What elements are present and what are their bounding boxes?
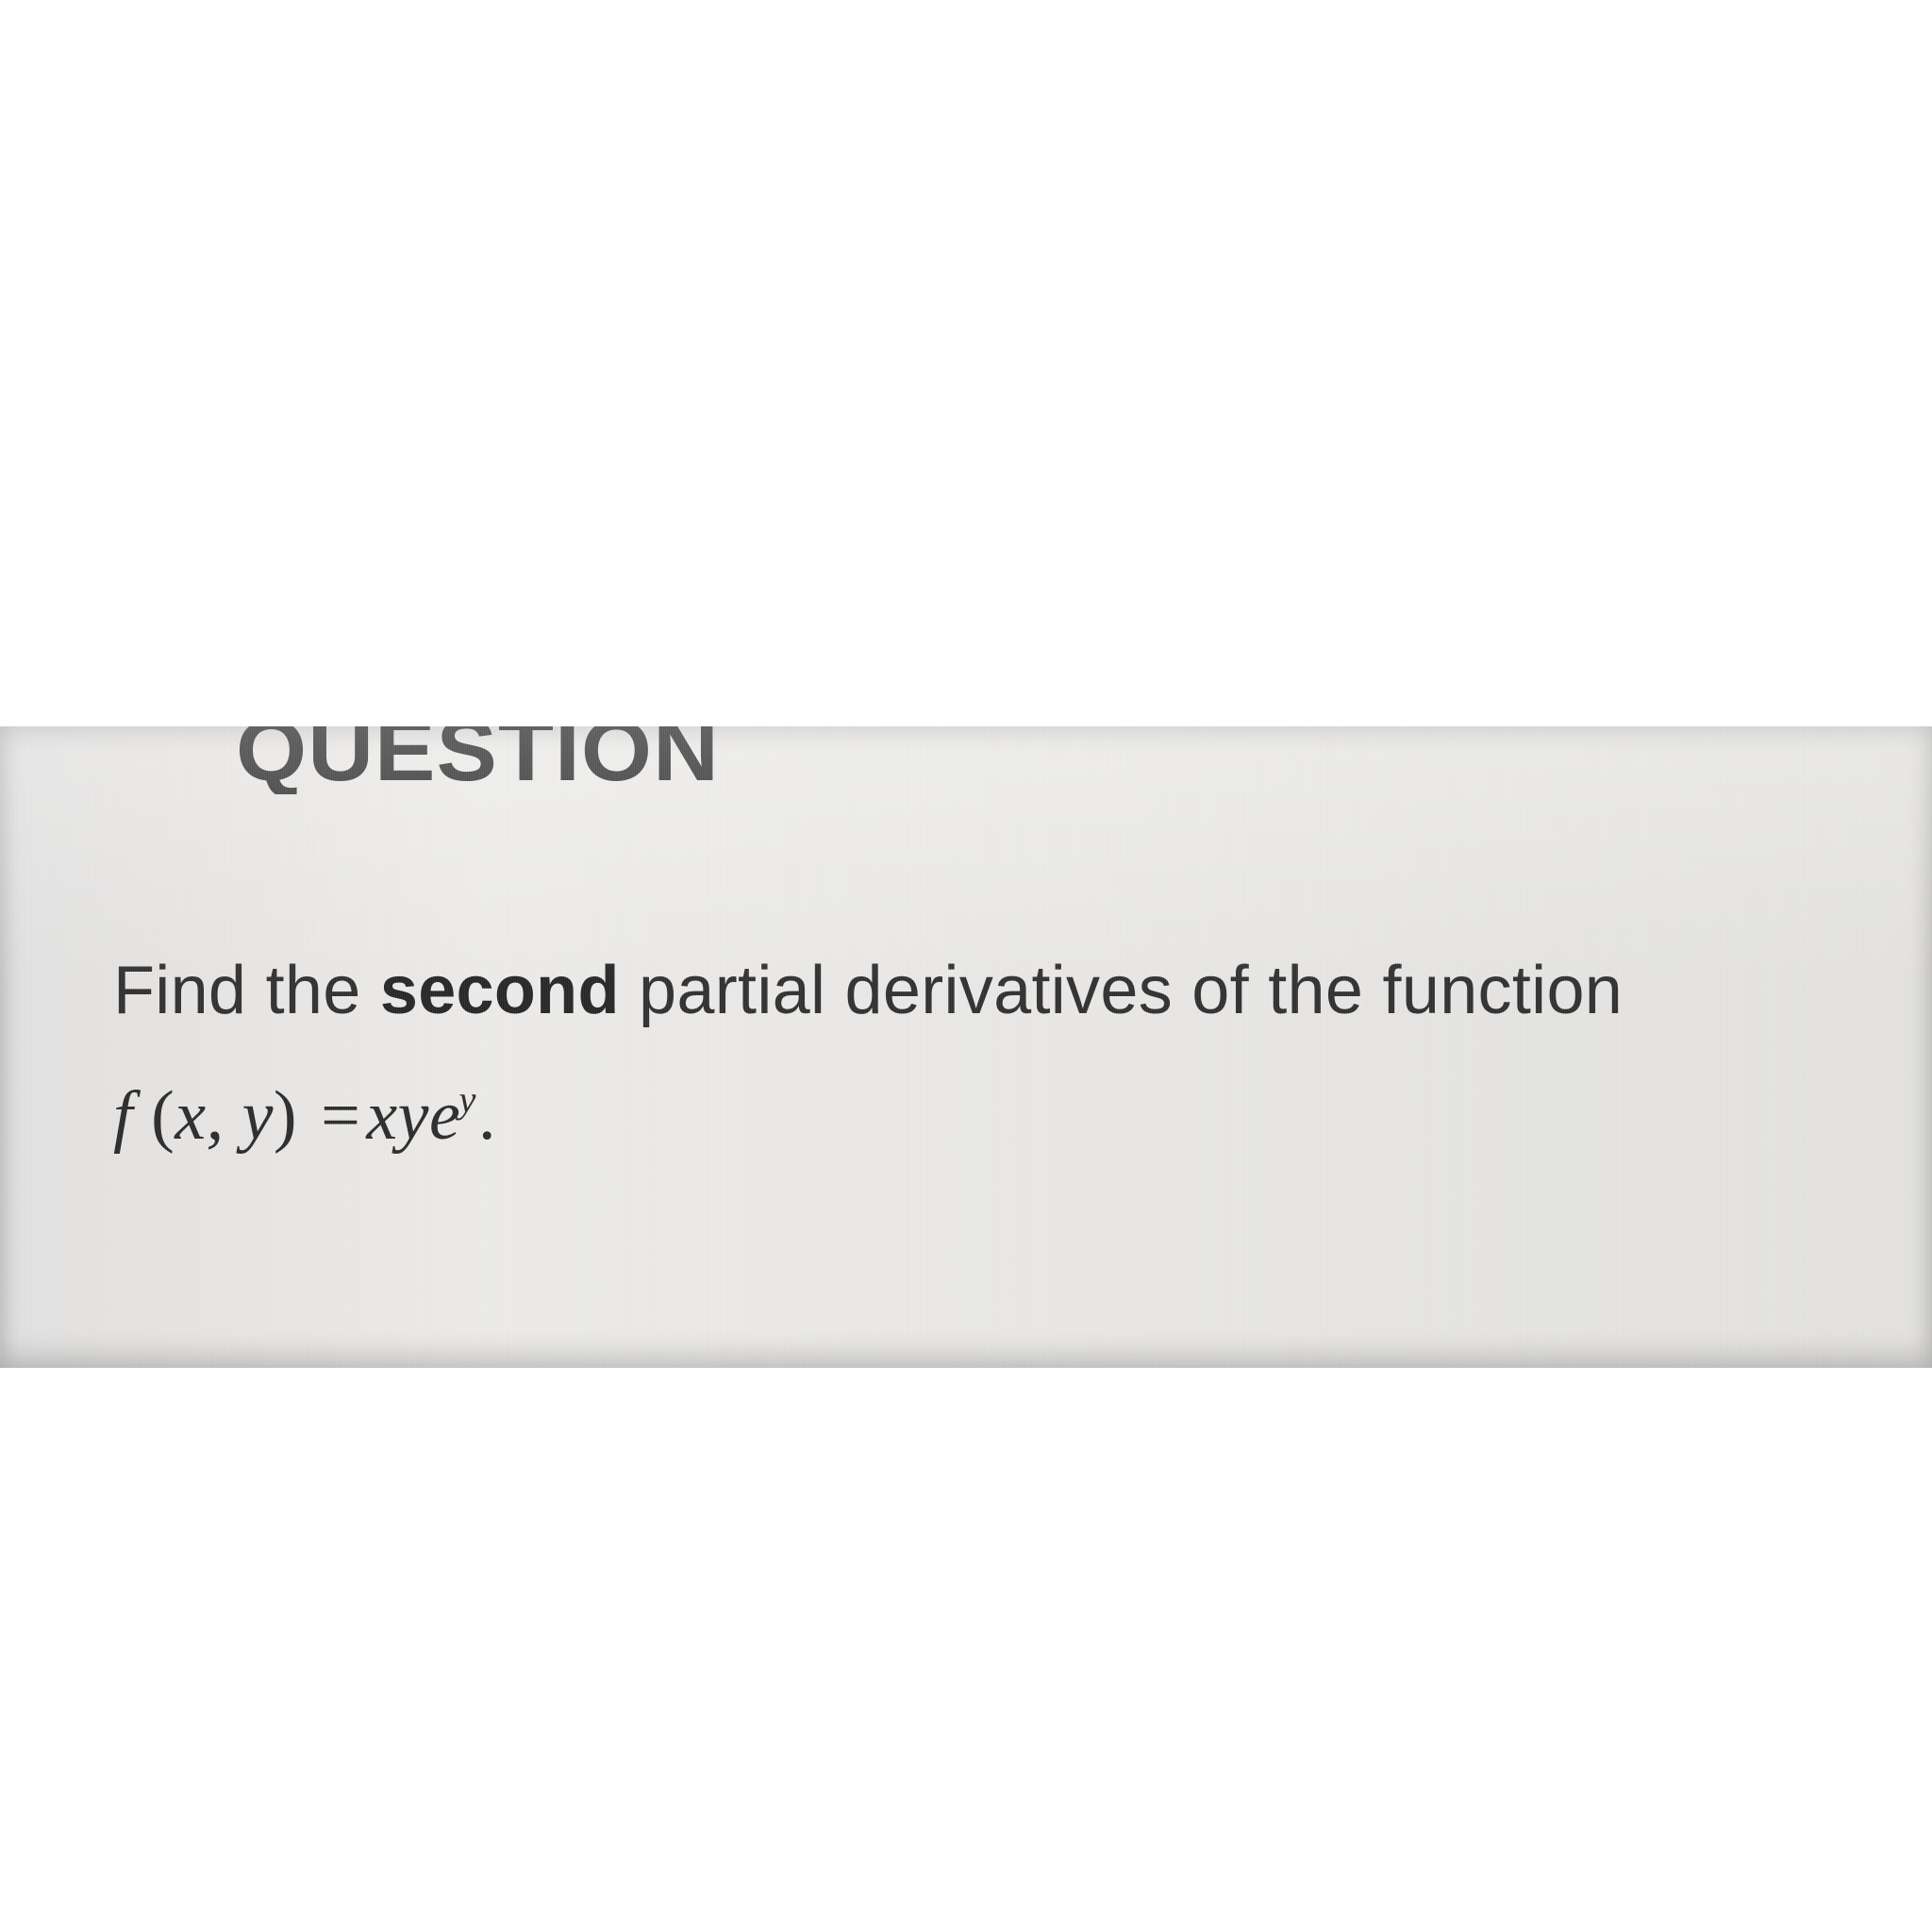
- eq-f: f: [113, 1077, 133, 1155]
- question-line-1: Find the second partial derivatives of t…: [113, 948, 1875, 1033]
- eq-open: (: [133, 1077, 175, 1155]
- q-text-bold: second: [380, 953, 620, 1028]
- question-strip: QUESTION Find the second partial derivat…: [0, 726, 1932, 1368]
- eq-exp: y: [458, 1078, 476, 1121]
- q-text-pre: Find the: [113, 953, 380, 1028]
- q-text-post: partial derivatives of the function: [620, 953, 1623, 1028]
- eq-xy: xy: [366, 1077, 429, 1155]
- eq-args: x, y: [175, 1077, 274, 1155]
- question-content: Find the second partial derivatives of t…: [113, 948, 1875, 1157]
- eq-period: .: [478, 1077, 496, 1155]
- header-fragment-text: QUESTION: [236, 726, 720, 794]
- eq-close: ): [274, 1077, 315, 1155]
- eq-e: e: [429, 1077, 460, 1155]
- question-equation: f (x, y) =xyey.: [113, 1076, 1875, 1157]
- eq-equals: =: [315, 1077, 366, 1155]
- header-crop: QUESTION: [236, 726, 726, 794]
- page: QUESTION Find the second partial derivat…: [0, 0, 1932, 1932]
